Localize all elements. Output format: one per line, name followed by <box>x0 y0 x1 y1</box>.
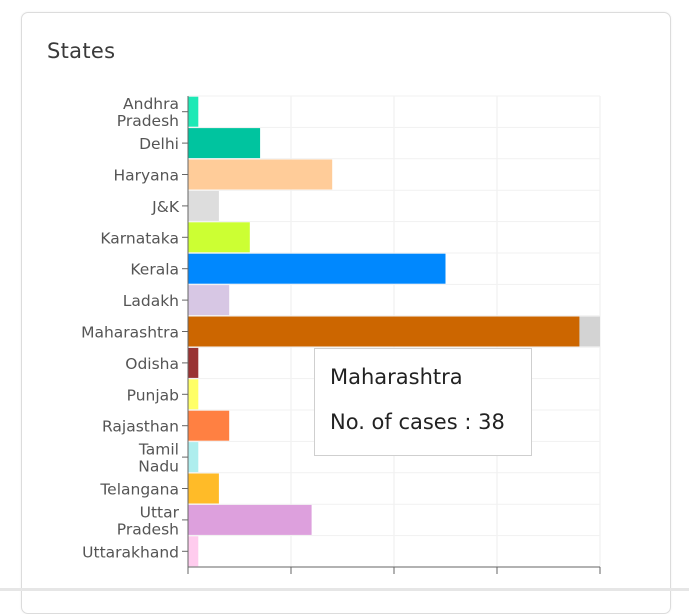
bar-11 <box>188 442 199 473</box>
tooltip-value: No. of cases : 38 <box>330 410 505 434</box>
bar-4 <box>188 222 250 253</box>
bar-10 <box>188 410 230 441</box>
y-tick-label-9: Punjab <box>127 386 179 404</box>
bar-14 <box>188 536 199 567</box>
states-card: States <box>21 12 671 614</box>
y-tick-label-13-0: Uttar <box>140 503 180 521</box>
y-tick-label-8: Odisha <box>125 355 179 373</box>
bar-2 <box>188 159 333 190</box>
bar-9 <box>188 379 199 410</box>
y-tick-label-14: Uttarakhand <box>82 543 179 561</box>
states-bar-chart: AndhraPradeshDelhiHaryanaJ&KKarnatakaKer… <box>81 95 601 574</box>
card-title: States <box>47 39 116 63</box>
bar-1 <box>188 128 261 159</box>
y-tick-label-11-0: Tamil <box>138 441 179 459</box>
bar-13 <box>188 504 312 535</box>
bar-12 <box>188 473 219 504</box>
bar-6 <box>188 285 230 316</box>
bar-8 <box>188 347 199 378</box>
y-tick-label-7: Maharashtra <box>81 324 179 342</box>
y-tick-label-10: Rajasthan <box>102 418 179 436</box>
y-tick-label-1: Delhi <box>139 135 179 153</box>
chart-tooltip: Maharashtra No. of cases : 38 <box>314 348 532 456</box>
y-tick-label-3: J&K <box>151 198 180 216</box>
page-bottom-edge <box>0 588 689 591</box>
bar-5 <box>188 253 446 284</box>
bar-0 <box>188 96 199 127</box>
y-tick-label-0-0: Andhra <box>123 95 179 113</box>
bar-3 <box>188 190 219 221</box>
y-tick-label-5: Kerala <box>130 261 179 279</box>
y-tick-label-2: Haryana <box>113 167 179 185</box>
bar-7 <box>188 316 580 347</box>
y-tick-label-4: Karnataka <box>100 229 179 247</box>
y-tick-label-6: Ladakh <box>123 292 179 310</box>
y-tick-label-0-1: Pradesh <box>117 112 179 130</box>
y-tick-label-11-1: Nadu <box>138 458 179 476</box>
tooltip-title: Maharashtra <box>330 365 463 389</box>
y-tick-label-12: Telangana <box>99 481 179 499</box>
y-tick-label-13-1: Pradesh <box>117 520 179 538</box>
